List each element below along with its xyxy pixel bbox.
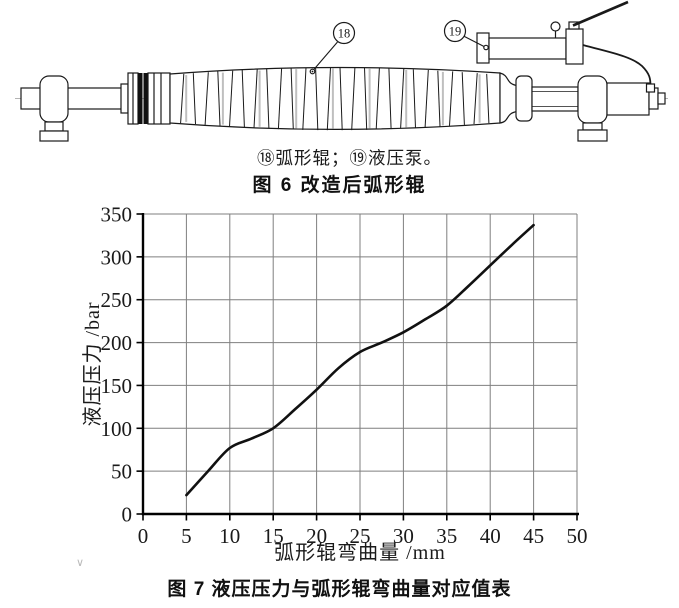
bearing-left: [39, 75, 69, 142]
barrel-segment-line: [326, 67, 331, 131]
x-tick-label: 0: [138, 524, 149, 548]
x-tick-label: 25: [350, 524, 371, 548]
pump-handle: [572, 0, 629, 27]
callout-roller-number: 18: [338, 27, 351, 41]
barrel-segment-line: [486, 73, 490, 124]
x-tick-label: 15: [263, 524, 284, 548]
chart-tick-labels: 0 5 10 15 20 25 30 35 40 45 50 0 50 100 150 200 250 300 35…: [101, 203, 588, 549]
x-tick-label: 35: [436, 524, 457, 548]
barrel-segment-line: [277, 68, 283, 130]
callout-pump-19: [443, 19, 489, 51]
roller-end-cap: [499, 72, 533, 124]
barrel-segment-line: [461, 72, 465, 125]
barrel-segment-line: [302, 67, 307, 130]
barrel-segment-line: [473, 73, 478, 125]
barrel-segment-line: [241, 69, 245, 128]
end-housing: [606, 82, 666, 116]
barrel-segment-line: [351, 67, 356, 131]
barrel-segment-line: [192, 73, 196, 125]
y-tick-label: 0: [122, 503, 133, 527]
barrel-segment-line: [339, 67, 343, 131]
roller-shaft-right: [531, 86, 579, 112]
pressure-curve-path: [185, 223, 535, 497]
barrel-segment-line: [180, 73, 185, 124]
x-tick-label: 40: [480, 524, 501, 548]
pressure-curve: [185, 223, 535, 497]
x-tick-label: 30: [393, 524, 414, 548]
y-tick-label: 50: [111, 460, 132, 484]
callout-pump-number: 19: [449, 25, 462, 39]
hose-fitting: [645, 83, 656, 93]
y-tick-label: 200: [101, 331, 133, 355]
barrel-segment-line: [412, 69, 416, 129]
hydraulic-pump: [476, 0, 656, 93]
figure6-legend: ⑱弧形辊；⑲液压泵。: [257, 148, 442, 168]
bearing-right: [577, 75, 608, 142]
barrel-segment-line: [375, 67, 380, 130]
cursor-artifact-mark: ∨: [76, 556, 85, 569]
x-tick-label: 45: [523, 524, 544, 548]
barrel-segment-line: [388, 68, 392, 130]
x-tick-label: 20: [306, 524, 327, 548]
barrel-segment-line: [229, 70, 234, 127]
y-tick-label: 250: [101, 288, 133, 312]
barrel-segment-line: [315, 67, 319, 131]
barrel-segment-line: [364, 67, 368, 130]
barrel-segment-line: [400, 68, 405, 129]
x-tick-label: 10: [219, 524, 240, 548]
barrel-segment-line: [424, 69, 429, 128]
x-axis-title: 弧形辊弯曲量 /mm: [274, 541, 446, 564]
pump-gauge-icon: [550, 21, 561, 38]
callout-roller-18: [309, 21, 356, 75]
barrel-segment-line: [437, 70, 441, 127]
hydraulic-hose: [582, 44, 652, 87]
y-axis-title: 液压压力 /bar: [81, 301, 104, 426]
figure7-caption: 图 7 液压压力与弧形辊弯曲量对应值表: [167, 579, 512, 600]
barrel-segment-line: [449, 71, 454, 126]
figure6-caption: 图 6 改造后弧形辊: [252, 175, 427, 196]
y-tick-label: 350: [101, 203, 133, 227]
barrel-segments: [180, 67, 490, 131]
chart-grid: [143, 213, 578, 514]
barrel-segment-line: [204, 72, 209, 125]
x-tick-label: 5: [181, 524, 192, 548]
y-tick-label: 100: [101, 417, 133, 441]
y-tick-label: 300: [101, 245, 133, 269]
barrel-segment-line: [266, 68, 270, 129]
barrel-segment-line: [217, 71, 221, 126]
y-tick-label: 150: [101, 374, 133, 398]
barrel-segment-line: [253, 69, 258, 129]
chart-ticks: [136, 213, 578, 521]
barrel-segment-line: [290, 67, 294, 130]
x-tick-label: 50: [567, 524, 588, 548]
